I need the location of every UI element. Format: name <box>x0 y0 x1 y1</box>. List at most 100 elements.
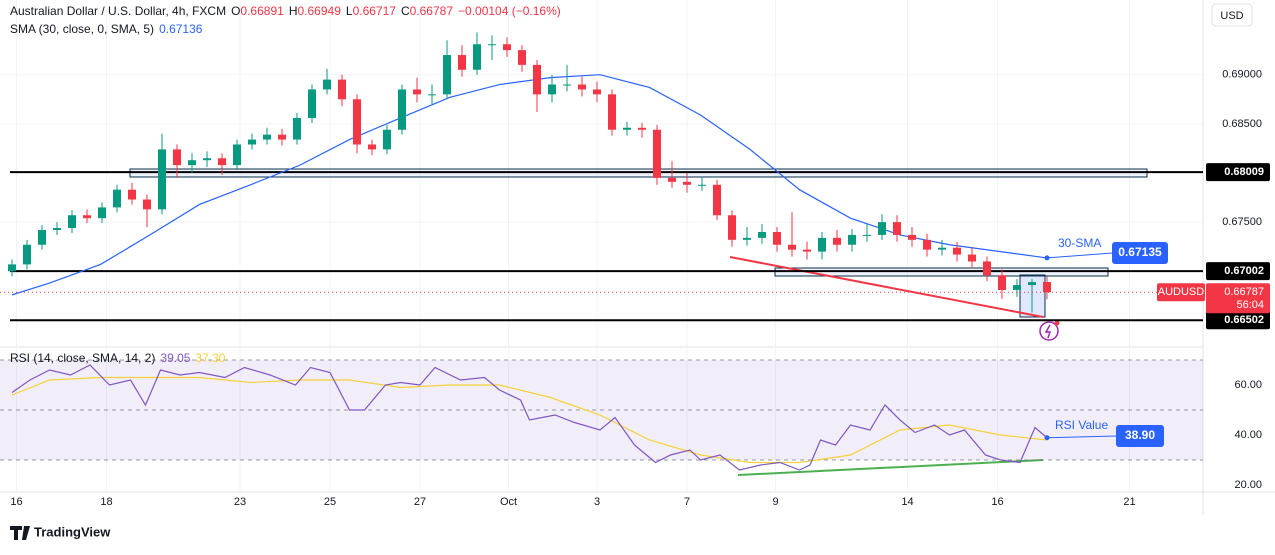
rsi-sma-line <box>11 376 1048 464</box>
candle-body <box>308 89 316 118</box>
candle-body <box>353 99 361 145</box>
y-tick-label: 0.67500 <box>1222 216 1262 228</box>
last-price-label: 0.66787 <box>1224 286 1264 298</box>
candle-body <box>8 264 16 272</box>
candle-body <box>23 244 31 265</box>
rsi-value-label: 38.90 <box>1125 428 1155 442</box>
x-tick-label: 21 <box>1123 496 1135 508</box>
x-tick-label: 25 <box>324 496 336 508</box>
candle-body <box>743 237 751 240</box>
level-label-box <box>1206 262 1270 281</box>
rsi-trendline <box>737 459 1044 476</box>
candle-body <box>218 158 226 166</box>
candle-body <box>983 261 991 276</box>
rsi-pointer <box>1046 435 1117 439</box>
candle-body <box>338 79 346 100</box>
candle-body <box>113 189 121 208</box>
sma-header: SMA (30, close, 0, SMA, 5) <box>10 22 154 36</box>
candle-body <box>173 149 181 166</box>
candle-body <box>1028 282 1036 286</box>
sma-header-value: 0.67136 <box>159 22 203 36</box>
candle-body <box>458 55 466 70</box>
candle-body <box>938 247 946 250</box>
currency-button[interactable] <box>1211 3 1253 27</box>
candle-body <box>653 129 661 178</box>
candle-body <box>683 181 691 185</box>
brand-name: TradingView <box>34 524 111 539</box>
candle-body <box>233 144 241 166</box>
rsi-line <box>11 364 1048 471</box>
candle-body <box>953 247 961 255</box>
level-label-box <box>1206 163 1270 182</box>
candle-body <box>818 237 826 252</box>
ohlc-value: 0.66891 <box>240 4 284 18</box>
rsi-header-value: 39.05 <box>160 351 190 365</box>
candle-body <box>143 199 151 210</box>
candle-body <box>518 50 526 65</box>
candle-body <box>758 231 766 238</box>
candle-body <box>188 160 196 166</box>
x-tick-label: 16 <box>10 496 22 508</box>
candle-body <box>413 89 421 95</box>
candle-body <box>428 94 436 96</box>
candle-body <box>443 55 451 95</box>
candle-body <box>503 44 511 51</box>
candle-body <box>53 228 61 230</box>
y-tick-label: 0.69000 <box>1222 69 1262 81</box>
x-tick-label: Oct <box>500 496 517 508</box>
level-label-box <box>1206 311 1270 330</box>
candle-body <box>713 184 721 216</box>
candle-body <box>668 177 676 182</box>
candle-body <box>1013 285 1021 290</box>
candle-body <box>728 215 736 240</box>
candle-body <box>563 84 571 86</box>
candle-body <box>998 275 1006 290</box>
rsi-header: RSI (14, close, SMA, 14, 2) <box>10 351 155 365</box>
candle-body <box>398 89 406 130</box>
candle-body <box>593 89 601 95</box>
x-tick-label: 7 <box>684 496 690 508</box>
sma-label: 0.67135 <box>1118 245 1162 259</box>
support-trendline <box>729 256 1044 318</box>
level-label: 0.66502 <box>1224 314 1264 326</box>
candle-body <box>368 144 376 150</box>
symbol-box <box>1157 283 1205 302</box>
x-tick-label: 23 <box>234 496 246 508</box>
x-tick-label: 9 <box>772 496 778 508</box>
candle-body <box>248 139 256 145</box>
candle-body <box>833 237 841 245</box>
candle-body <box>323 79 331 90</box>
candle-body <box>923 239 931 250</box>
candle-body <box>473 44 481 70</box>
brand-logo <box>10 526 30 540</box>
candle-body <box>578 84 586 90</box>
ohlc-value: 0.66717 <box>353 4 397 18</box>
candle-body <box>893 222 901 235</box>
candle-body <box>293 117 301 140</box>
change-value: −0.00104 (−0.16%) <box>458 4 561 18</box>
candle-body <box>98 207 106 219</box>
ohlc-letter: O <box>231 4 240 18</box>
event-icon[interactable] <box>1039 321 1059 341</box>
ohlc-letter: L <box>346 4 353 18</box>
candle-body <box>908 234 916 240</box>
rsi-tick-label: 60.00 <box>1234 379 1262 391</box>
candle-body <box>83 215 91 219</box>
event-icon-bolt <box>1044 324 1052 339</box>
ohlc-letter: C <box>401 4 410 18</box>
rsi-tick-label: 40.00 <box>1234 429 1262 441</box>
level-label: 0.67002 <box>1224 265 1264 277</box>
candle-body <box>533 64 541 95</box>
rsi-value-box <box>1116 425 1164 447</box>
candle-body <box>128 189 136 200</box>
candle-body <box>968 254 976 262</box>
countdown-label: 56:04 <box>1236 299 1264 311</box>
level-label: 0.68009 <box>1224 166 1264 178</box>
ohlc-letter: H <box>289 4 298 18</box>
candle-body <box>608 94 616 130</box>
x-tick-label: 16 <box>991 496 1003 508</box>
rsi-sma-header-value: 37.30 <box>195 351 225 365</box>
x-tick-label: 14 <box>901 496 913 508</box>
sma-pointer <box>1046 252 1114 259</box>
